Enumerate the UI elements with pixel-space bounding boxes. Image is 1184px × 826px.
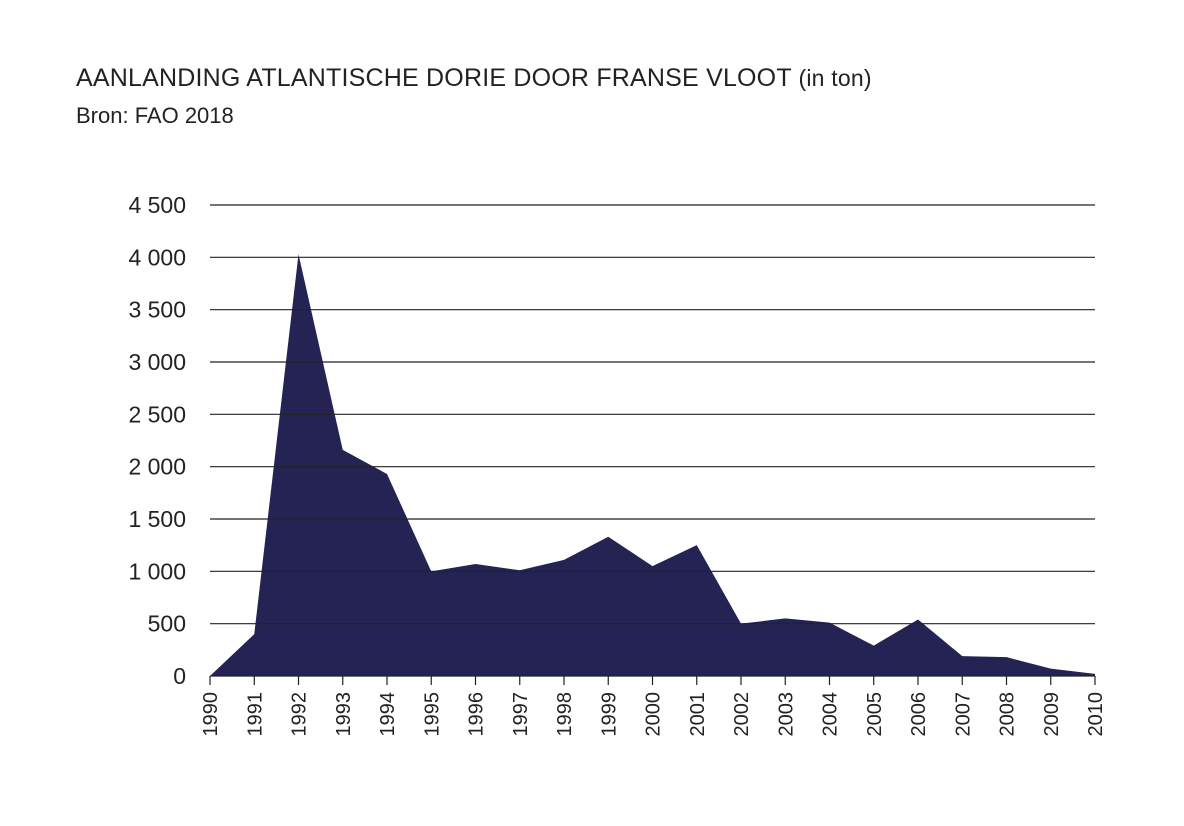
y-tick-label: 1 500 xyxy=(128,506,186,532)
x-tick-label: 2002 xyxy=(731,692,753,737)
y-tick-label: 2 000 xyxy=(128,454,186,480)
x-tick-label: 1999 xyxy=(598,692,620,737)
y-tick-label: 2 500 xyxy=(128,401,186,427)
x-tick-label: 1990 xyxy=(200,692,222,737)
y-tick-label: 3 000 xyxy=(128,349,186,375)
chart-title: AANLANDING ATLANTISCHE DORIE DOOR FRANSE… xyxy=(76,64,872,93)
x-tick-label: 2007 xyxy=(952,692,974,737)
x-tick-label: 2005 xyxy=(864,692,886,737)
x-tick-label: 1996 xyxy=(466,692,488,737)
y-tick-label: 4 000 xyxy=(128,244,186,270)
chart-title-main: AANLANDING ATLANTISCHE DORIE DOOR FRANSE… xyxy=(76,64,792,92)
y-tick-label: 1 000 xyxy=(128,558,186,584)
x-tick-label: 2010 xyxy=(1085,692,1107,737)
y-tick-label: 3 500 xyxy=(128,297,186,323)
x-tick-label: 1994 xyxy=(377,692,399,737)
x-tick-label: 2003 xyxy=(775,692,797,737)
x-tick-label: 2000 xyxy=(643,692,665,737)
y-tick-label: 500 xyxy=(148,611,186,637)
x-tick-label: 1998 xyxy=(554,692,576,737)
x-tick-label: 2009 xyxy=(1041,692,1063,737)
x-tick-label: 1995 xyxy=(421,692,443,737)
x-tick-label: 1992 xyxy=(289,692,311,737)
chart-subtitle: Bron: FAO 2018 xyxy=(76,103,234,128)
x-tick-label: 1993 xyxy=(333,692,355,737)
x-tick-label: 1997 xyxy=(510,692,532,737)
chart-title-unit: (in ton) xyxy=(798,65,872,91)
x-tick-label: 2008 xyxy=(997,692,1019,737)
x-tick-label: 2006 xyxy=(908,692,930,737)
x-tick-label: 2001 xyxy=(687,692,709,737)
area-series xyxy=(210,254,1095,676)
x-tick-label: 2004 xyxy=(820,692,842,737)
y-tick-label: 0 xyxy=(173,663,186,689)
y-tick-label: 4 500 xyxy=(128,192,186,218)
x-tick-label: 1991 xyxy=(244,692,266,737)
